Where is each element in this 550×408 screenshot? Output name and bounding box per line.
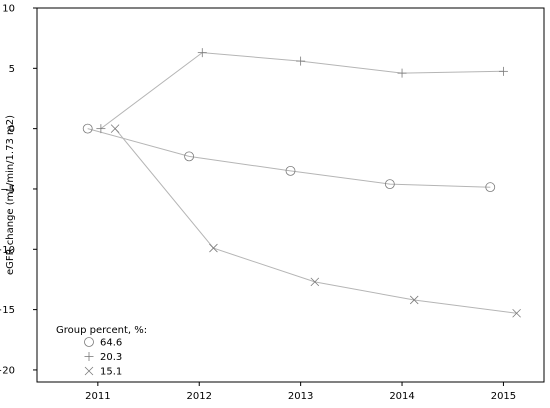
y-axis-title: eGFR change (mL/min/1.73 m2) — [5, 115, 16, 275]
legend: Group percent, %: 64.6 20.3 15.1 — [56, 325, 147, 378]
y-tick-label: −15 — [0, 305, 15, 316]
data-point-15.1-b — [209, 243, 218, 253]
legend-marker-20.3 — [84, 352, 94, 361]
data-point-20.3 — [296, 56, 306, 66]
plot-area — [36, 7, 545, 383]
data-point-20.3 — [96, 124, 106, 134]
y-tick-label: 10 — [2, 4, 15, 15]
data-point-64.6 — [285, 165, 296, 176]
y-axis-ticks: 10 5 0 −5 −10 −15 −20 — [0, 4, 37, 376]
legend-label: 15.1 — [100, 367, 122, 378]
data-point-15.1 — [310, 277, 320, 287]
x-tick-label: 2015 — [491, 391, 516, 402]
data-point-20.3 — [197, 48, 207, 58]
y-tick-label: −5 — [0, 184, 15, 195]
legend-label: 64.6 — [100, 338, 122, 349]
data-point-15.1-b — [310, 277, 320, 287]
data-point-15.1 — [209, 243, 218, 253]
data-point-15.1 — [512, 308, 521, 318]
series-layer — [82, 48, 521, 318]
series-line-15.1 — [114, 128, 517, 314]
data-point-15.1 — [110, 124, 120, 133]
x-tick-label: 2011 — [85, 391, 110, 402]
x-tick-label: 2012 — [187, 391, 212, 402]
series-line-20.3 — [100, 52, 504, 130]
y-tick-label: 0 — [9, 124, 15, 135]
data-point-15.1-b — [409, 295, 419, 305]
data-point-20.3 — [498, 66, 508, 76]
y-tick-label: −10 — [0, 245, 15, 256]
data-point-15.1-b — [110, 124, 120, 133]
y-tick-label: −20 — [0, 365, 15, 376]
legend-label: 20.3 — [100, 352, 122, 363]
legend-marker-15.1 — [84, 366, 94, 376]
x-tick-label: 2014 — [389, 391, 414, 402]
series-line-64.6 — [87, 128, 491, 188]
data-point-15.1-b — [512, 308, 521, 318]
data-point-15.1 — [409, 295, 419, 305]
data-point-64.6 — [384, 179, 395, 190]
x-axis-ticks: 2011 2012 2013 2014 2015 — [85, 382, 516, 402]
x-tick-label: 2013 — [288, 391, 313, 402]
legend-title: Group percent, %: — [56, 325, 147, 336]
y-tick-label: 5 — [9, 64, 15, 75]
data-point-64.6 — [82, 123, 93, 134]
legend-marker-64.6 — [84, 337, 94, 347]
data-point-64.6 — [184, 151, 195, 162]
data-point-64.6 — [485, 182, 496, 193]
data-point-20.3 — [397, 68, 407, 78]
legend-marker-15.1-b — [84, 366, 94, 376]
